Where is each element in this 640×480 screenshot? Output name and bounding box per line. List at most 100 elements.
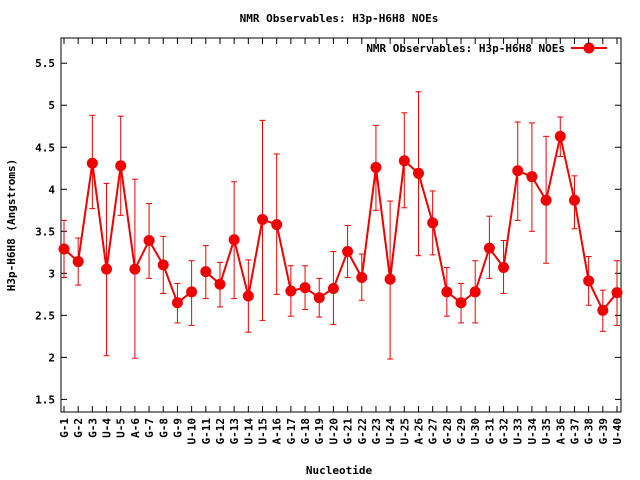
x-tick-label: G-27 (427, 418, 440, 445)
data-point (441, 286, 453, 298)
plot-frame (60, 37, 622, 413)
legend-marker (583, 42, 595, 54)
y-tick-label: 5 (48, 99, 55, 112)
data-point (101, 263, 113, 275)
data-point (356, 272, 368, 284)
y-tick-label: 2 (48, 351, 55, 364)
data-point (285, 285, 297, 297)
data-point (342, 245, 354, 257)
data-point (228, 234, 240, 246)
data-point (115, 160, 127, 172)
x-tick-label: U-24 (384, 418, 397, 445)
x-tick-label: G-11 (200, 418, 213, 445)
x-tick-label: G-39 (597, 418, 610, 445)
x-tick-label: G-8 (157, 418, 170, 438)
x-tick-label: G-22 (356, 418, 369, 445)
x-tick-label: A-16 (271, 418, 284, 445)
x-tick-label: U-4 (101, 418, 114, 438)
data-point (512, 165, 524, 177)
error-bars (61, 91, 620, 360)
data-point (242, 290, 254, 302)
data-point (611, 287, 623, 299)
data-point (214, 278, 226, 290)
data-points (58, 130, 623, 316)
y-axis-label: H3p-H6H8 (Angstroms) (5, 159, 18, 291)
x-tick-label: A-26 (412, 418, 425, 445)
x-tick-label: G-2 (72, 418, 85, 438)
data-point (370, 161, 382, 173)
data-point (200, 266, 212, 278)
x-tick-label: U-25 (398, 418, 411, 445)
x-tick-label: G-31 (483, 418, 496, 445)
x-tick-label: G-1 (58, 418, 71, 438)
y-tick-label: 3 (48, 267, 55, 280)
x-tick-label: G-7 (143, 418, 156, 438)
x-tick-label: U-33 (512, 418, 525, 445)
x-tick-label: G-12 (214, 418, 227, 445)
chart-title: NMR Observables: H3p-H6H8 NOEs (240, 12, 439, 25)
x-tick-label: U-14 (242, 418, 255, 445)
data-point (469, 286, 481, 298)
x-tick-label: U-40 (611, 418, 624, 445)
data-point (313, 292, 325, 304)
data-point (129, 263, 141, 275)
x-tick-label: U-15 (257, 418, 270, 445)
y-tick-label: 5.5 (35, 57, 55, 70)
x-tick-label: U-5 (115, 418, 128, 438)
y-axis: 1.5 2 2.5 3 3.5 4 4.5 5 5.5 (35, 57, 621, 406)
data-point (157, 259, 169, 271)
series-line (63, 163, 193, 305)
x-tick-label: G-17 (285, 418, 298, 445)
x-tick-label: A-6 (129, 418, 142, 438)
x-tick-label: G-3 (86, 418, 99, 438)
data-point (554, 130, 566, 142)
data-point (327, 282, 339, 294)
data-point (186, 286, 198, 298)
data-point (384, 273, 396, 285)
data-point (72, 256, 84, 268)
y-tick-label: 3.5 (35, 225, 55, 238)
legend-label: NMR Observables: H3p-H6H8 NOEs (366, 42, 565, 55)
data-point (568, 194, 580, 206)
data-point (171, 297, 183, 309)
legend: NMR Observables: H3p-H6H8 NOEs (366, 42, 607, 55)
x-tick-label: G-28 (441, 418, 454, 445)
data-point (412, 167, 424, 179)
x-tick-label: G-32 (498, 418, 511, 445)
x-tick-label: U-35 (540, 418, 553, 445)
data-point (483, 242, 495, 254)
x-tick-label: U-20 (327, 418, 340, 445)
x-tick-label: G-9 (171, 418, 184, 438)
data-point (427, 217, 439, 229)
data-point (86, 157, 98, 169)
x-tick-label: G-19 (313, 418, 326, 445)
data-point (540, 194, 552, 206)
data-point (398, 155, 410, 167)
data-point (299, 282, 311, 294)
x-tick-label: A-36 (554, 418, 567, 445)
x-tick-label: G-37 (568, 418, 581, 445)
x-tick-label: G-29 (455, 418, 468, 445)
x-tick-label: G-21 (342, 418, 355, 445)
y-tick-label: 1.5 (35, 393, 55, 406)
series-lines (63, 136, 618, 313)
x-tick-label: G-38 (583, 418, 596, 445)
data-point (526, 171, 538, 183)
data-point (597, 304, 609, 316)
x-axis: G-1 G-2 G-3 U-4 U-5 A-6 G-7 G-8 G-9 U-10 G-11 G-12 G… (58, 38, 624, 445)
x-tick-label: U-10 (186, 418, 199, 445)
x-axis-label: Nucleotide (306, 464, 373, 477)
x-tick-label: U-30 (469, 418, 482, 445)
x-tick-label: G-23 (370, 418, 383, 445)
x-tick-label: G-13 (228, 418, 241, 445)
data-point (498, 261, 510, 273)
data-point (143, 235, 155, 247)
x-tick-label: G-18 (299, 418, 312, 445)
data-point (583, 275, 595, 287)
data-point (271, 219, 283, 231)
data-point (58, 243, 70, 255)
data-point (257, 214, 269, 226)
y-tick-label: 4.5 (35, 141, 55, 154)
series-line (205, 136, 618, 313)
